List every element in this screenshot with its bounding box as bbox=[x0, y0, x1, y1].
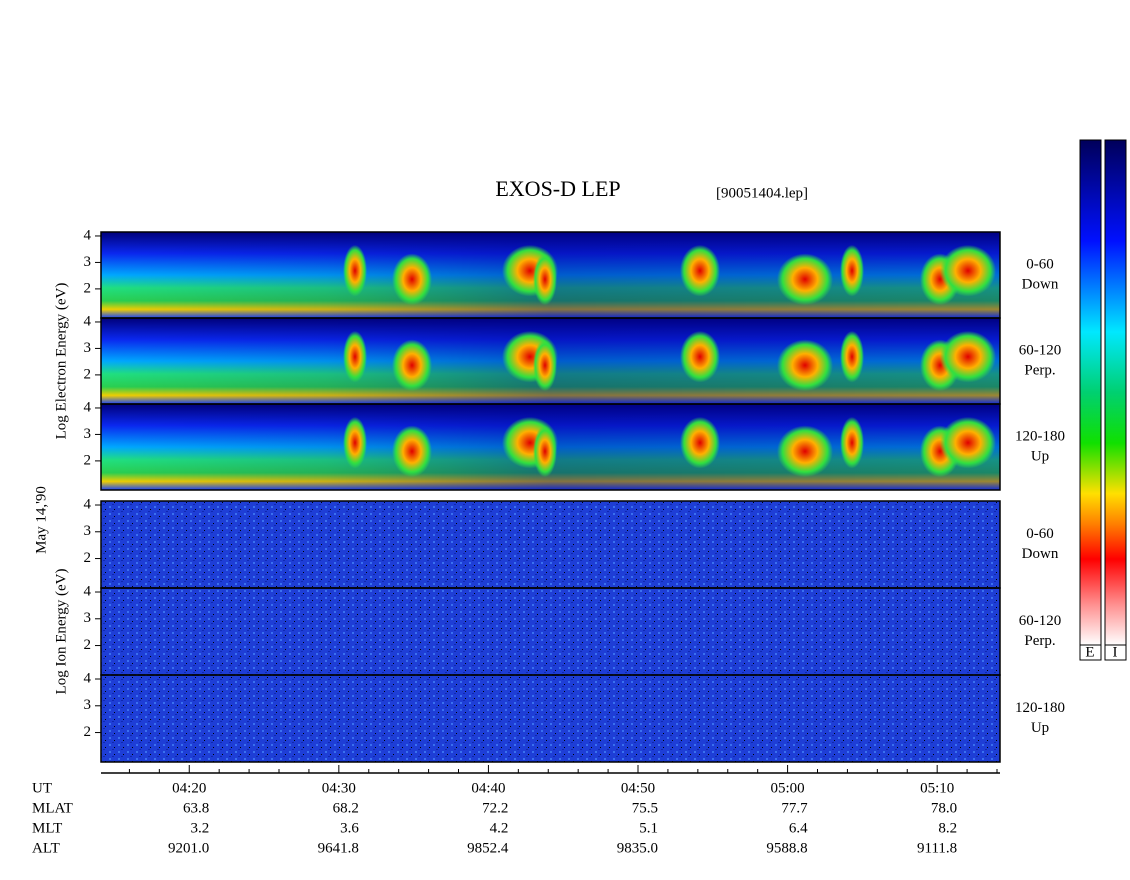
panel-label: Down bbox=[1022, 276, 1059, 292]
spectrogram-feature bbox=[533, 425, 557, 478]
y-tick-label: 3 bbox=[84, 610, 92, 626]
ephemeris-value: 72.2 bbox=[482, 800, 508, 816]
ephemeris-value: 78.0 bbox=[931, 800, 957, 816]
spectrograms bbox=[101, 232, 1000, 762]
ephemeris-value: 8.2 bbox=[938, 820, 957, 836]
ephemeris-value: 75.5 bbox=[632, 800, 658, 816]
x-tick-label: 05:00 bbox=[771, 780, 805, 796]
colorbar-label-box bbox=[1079, 644, 1102, 661]
ephemeris-value: 9588.8 bbox=[766, 840, 807, 856]
row-label: UT bbox=[32, 780, 52, 796]
colorbar-label: I bbox=[1113, 644, 1118, 660]
spectrogram-feature bbox=[680, 416, 720, 469]
spectrogram-feature bbox=[777, 253, 833, 306]
spectrogram-feature bbox=[533, 253, 557, 306]
colorbar bbox=[1079, 139, 1102, 646]
y-tick-label: 3 bbox=[84, 697, 92, 713]
ephemeris-value: 77.7 bbox=[781, 800, 808, 816]
panel-frame bbox=[100, 403, 1001, 491]
ephemeris-value: 6.4 bbox=[789, 820, 808, 836]
row-label: MLT bbox=[32, 820, 62, 836]
spectrogram-feature bbox=[392, 339, 432, 392]
ephemeris-value: 63.8 bbox=[183, 800, 209, 816]
row-label: ALT bbox=[32, 840, 60, 856]
spectrogram-feature bbox=[533, 339, 557, 392]
spectrogram-feature bbox=[392, 253, 432, 306]
ephemeris-value: 68.2 bbox=[333, 800, 359, 816]
ephemeris-value: 9111.8 bbox=[917, 840, 957, 856]
ephemeris-value: 3.6 bbox=[340, 820, 359, 836]
y-tick-label: 4 bbox=[84, 227, 92, 243]
y-tick-label: 4 bbox=[84, 399, 92, 415]
panel-label: 60-120 bbox=[1019, 342, 1062, 358]
spectrogram-feature bbox=[840, 416, 864, 469]
title: EXOS-D LEP bbox=[495, 176, 620, 201]
y-tick-label: 3 bbox=[84, 426, 92, 442]
colorbar-label-box bbox=[1104, 644, 1127, 661]
panel-label: 120-180 bbox=[1015, 428, 1065, 444]
panel-label: Down bbox=[1022, 546, 1059, 562]
x-tick-label: 04:20 bbox=[172, 780, 206, 796]
spectrogram-feature bbox=[680, 244, 720, 297]
spectrogram-feature bbox=[392, 425, 432, 478]
y-tick-label: 2 bbox=[84, 637, 92, 653]
panel-label: 0-60 bbox=[1026, 256, 1054, 272]
y-tick-label: 3 bbox=[84, 523, 92, 539]
y-tick-label: 2 bbox=[84, 366, 92, 382]
ephemeris-value: 3.2 bbox=[191, 820, 210, 836]
spectrogram-image bbox=[101, 675, 1000, 762]
spectrogram-feature bbox=[343, 416, 367, 469]
y-tick-label: 4 bbox=[84, 313, 92, 329]
panel-label: Up bbox=[1031, 720, 1049, 736]
y-tick-label: 2 bbox=[84, 724, 92, 740]
ephemeris-value: 9852.4 bbox=[467, 840, 509, 856]
spectrogram-image bbox=[101, 501, 1000, 588]
spectrogram-feature bbox=[840, 330, 864, 383]
file-name: [90051404.lep] bbox=[716, 185, 808, 201]
ephemeris-value: 9641.8 bbox=[318, 840, 359, 856]
y-tick-label: 2 bbox=[84, 280, 92, 296]
panel-label: 120-180 bbox=[1015, 700, 1065, 716]
y-tick-label: 4 bbox=[84, 670, 92, 686]
ephemeris-value: 9835.0 bbox=[617, 840, 658, 856]
spectrogram-feature bbox=[940, 330, 996, 383]
x-tick-label: 04:50 bbox=[621, 780, 655, 796]
spectrogram-feature bbox=[840, 244, 864, 297]
spectrogram-feature bbox=[680, 330, 720, 383]
y-tick-label: 4 bbox=[84, 496, 92, 512]
spectrogram-feature bbox=[777, 425, 833, 478]
axis-label: Log Ion Energy (eV) bbox=[53, 569, 69, 695]
ephemeris-value: 9201.0 bbox=[168, 840, 209, 856]
panel-frame bbox=[100, 674, 1001, 763]
panel-label: Perp. bbox=[1024, 633, 1055, 649]
spectrogram-feature bbox=[940, 244, 996, 297]
axis-label: Log Electron Energy (eV) bbox=[53, 283, 69, 440]
panel-label: Perp. bbox=[1024, 362, 1055, 378]
x-tick-label: 05:10 bbox=[920, 780, 954, 796]
y-tick-label: 4 bbox=[84, 583, 92, 599]
spectrogram-feature bbox=[940, 416, 996, 469]
y-tick-label: 3 bbox=[84, 254, 92, 270]
ephemeris-value: 4.2 bbox=[490, 820, 509, 836]
ephemeris-value: 5.1 bbox=[639, 820, 658, 836]
y-tick-label: 3 bbox=[84, 340, 92, 356]
y-tick-label: 2 bbox=[84, 550, 92, 566]
x-tick-label: 04:30 bbox=[322, 780, 356, 796]
panel-label: Up bbox=[1031, 448, 1049, 464]
x-tick-label: 04:40 bbox=[471, 780, 505, 796]
spectrogram-feature bbox=[777, 339, 833, 392]
y-tick-label: 2 bbox=[84, 452, 92, 468]
spectrogram-image bbox=[101, 588, 1000, 675]
row-label: MLAT bbox=[32, 800, 73, 816]
colorbar bbox=[1104, 139, 1127, 646]
panel-label: 0-60 bbox=[1026, 526, 1054, 542]
spectrogram-feature bbox=[343, 244, 367, 297]
colorbar-label: E bbox=[1085, 644, 1094, 660]
panel-label: 60-120 bbox=[1019, 613, 1062, 629]
spectrogram-feature bbox=[343, 330, 367, 383]
date-label: May 14,'90 bbox=[33, 486, 49, 554]
